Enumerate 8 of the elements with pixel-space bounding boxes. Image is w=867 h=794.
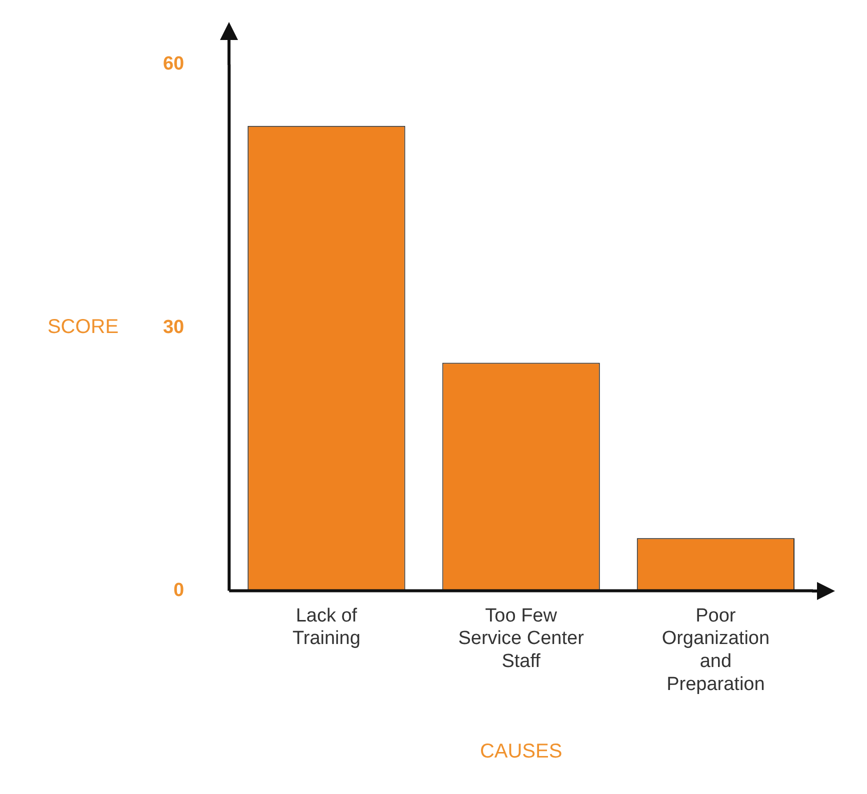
x-tick-label: Lack of Training: [292, 605, 360, 650]
x-tick-label: Too Few Service Center Staff: [458, 605, 585, 672]
y-tick-label: 60: [162, 54, 184, 75]
y-tick-label: 30: [162, 316, 184, 338]
y-tick-label: 0: [174, 580, 184, 602]
y-axis-title: SCORE: [47, 316, 119, 338]
x-axis-title: CAUSES: [480, 740, 562, 763]
x-tick-label: Poor Organization and Preparation: [662, 605, 770, 695]
